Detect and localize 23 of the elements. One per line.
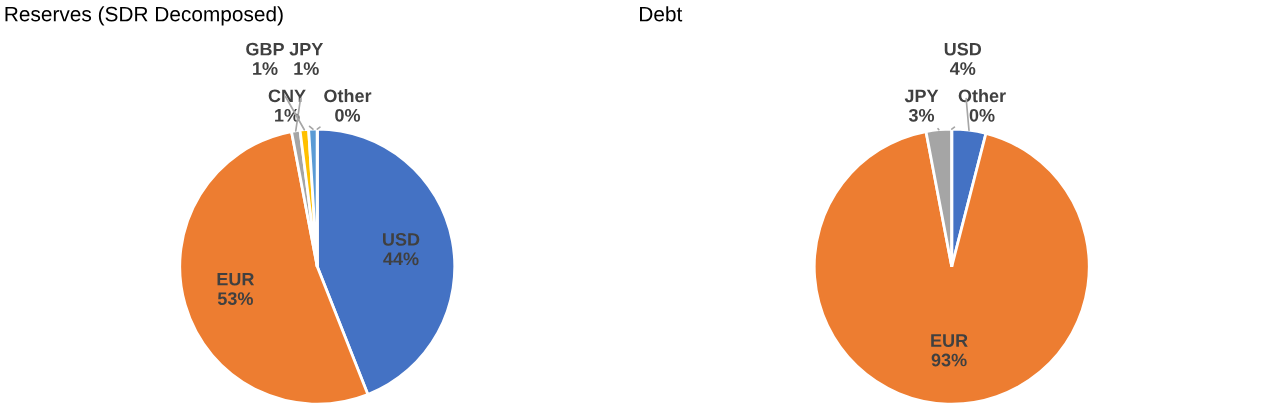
category-label: Other: [958, 88, 1006, 103]
data-label: 1%: [275, 108, 300, 122]
slice-label: EUR: [931, 334, 968, 347]
text: 0%: [969, 108, 995, 122]
slice-label: GBP: [246, 42, 284, 56]
slice-label: USD: [944, 42, 982, 56]
data-label: 53%: [217, 292, 253, 306]
data-label: 1%: [253, 62, 278, 75]
category-label: Other: [324, 88, 372, 103]
data-label: 44%: [383, 252, 419, 266]
slice-label: JPY: [289, 42, 324, 56]
slice-label: CNY: [268, 89, 306, 103]
slice-label: JPY: [904, 89, 939, 103]
chart-title: Reserves (SDR Decomposed): [5, 6, 283, 26]
data-label: 4%: [949, 62, 976, 75]
data-label: 93%: [931, 353, 967, 367]
data-label: 1%: [294, 62, 319, 75]
text: 0%: [335, 108, 361, 122]
slice-label: USD: [383, 232, 420, 246]
chart-title: Debt: [640, 6, 683, 22]
pie-slice: [812, 130, 1091, 406]
slice-label: EUR: [217, 272, 255, 286]
data-label: 3%: [908, 108, 935, 122]
